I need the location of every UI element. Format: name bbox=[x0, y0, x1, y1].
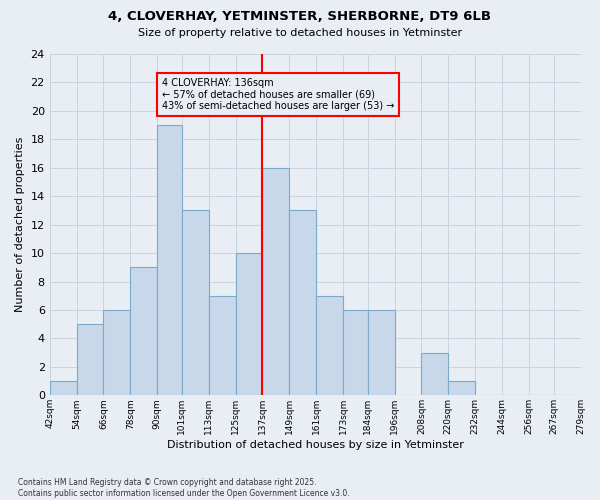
Text: Size of property relative to detached houses in Yetminster: Size of property relative to detached ho… bbox=[138, 28, 462, 38]
Y-axis label: Number of detached properties: Number of detached properties bbox=[15, 137, 25, 312]
Bar bbox=[209, 296, 236, 396]
Bar bbox=[316, 296, 343, 396]
X-axis label: Distribution of detached houses by size in Yetminster: Distribution of detached houses by size … bbox=[167, 440, 464, 450]
Bar bbox=[50, 381, 77, 396]
Text: 4 CLOVERHAY: 136sqm
← 57% of detached houses are smaller (69)
43% of semi-detach: 4 CLOVERHAY: 136sqm ← 57% of detached ho… bbox=[161, 78, 394, 112]
Bar bbox=[289, 210, 316, 396]
Bar bbox=[368, 310, 395, 396]
Bar bbox=[262, 168, 289, 396]
Bar bbox=[448, 381, 475, 396]
Bar bbox=[77, 324, 103, 396]
Text: Contains HM Land Registry data © Crown copyright and database right 2025.
Contai: Contains HM Land Registry data © Crown c… bbox=[18, 478, 350, 498]
Bar bbox=[236, 253, 262, 396]
Text: 4, CLOVERHAY, YETMINSTER, SHERBORNE, DT9 6LB: 4, CLOVERHAY, YETMINSTER, SHERBORNE, DT9… bbox=[109, 10, 491, 23]
Bar bbox=[130, 268, 157, 396]
Bar bbox=[343, 310, 368, 396]
Bar bbox=[421, 352, 448, 396]
Bar bbox=[103, 310, 130, 396]
Bar bbox=[182, 210, 209, 396]
Bar bbox=[157, 125, 182, 396]
